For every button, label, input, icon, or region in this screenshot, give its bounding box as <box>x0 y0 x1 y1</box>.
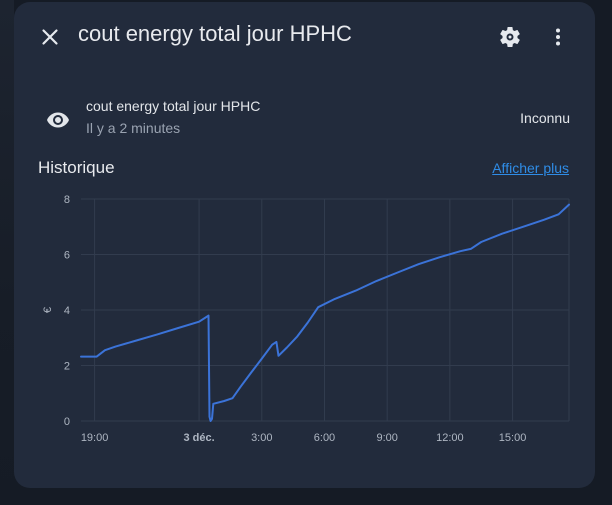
entity-state: Inconnu <box>520 110 570 126</box>
x-tick-label: 12:00 <box>436 432 464 444</box>
x-tick-label: 6:00 <box>314 432 335 444</box>
backdrop-edge <box>0 0 14 505</box>
settings-button[interactable] <box>498 25 522 49</box>
dots-vertical-icon <box>556 28 560 46</box>
history-heading: Historique <box>38 158 115 177</box>
series-line <box>80 203 570 422</box>
entity-name: cout energy total jour HPHC <box>86 98 261 114</box>
x-tick-label: 9:00 <box>376 432 397 444</box>
show-more-link[interactable]: Afficher plus <box>492 160 569 176</box>
eye-icon <box>46 108 70 132</box>
more-info-dialog: cout energy total jour HPHC cout energy … <box>14 2 595 488</box>
x-tick-label: 15:00 <box>499 432 527 444</box>
y-tick-label: 8 <box>64 194 70 206</box>
y-tick-label: 4 <box>64 305 70 317</box>
y-axis-label: € <box>42 307 54 313</box>
x-tick-label: 19:00 <box>81 432 109 444</box>
y-tick-label: 0 <box>64 416 70 428</box>
close-icon <box>42 29 58 45</box>
more-options-button[interactable] <box>546 25 570 49</box>
x-tick-label: 3 déc. <box>183 432 214 444</box>
entity-row: cout energy total jour HPHC Il y a 2 min… <box>14 90 595 146</box>
close-button[interactable] <box>38 25 62 49</box>
dialog-header: cout energy total jour HPHC <box>14 2 595 72</box>
dialog-title: cout energy total jour HPHC <box>78 21 352 46</box>
x-tick-label: 3:00 <box>251 432 272 444</box>
gear-icon <box>500 27 520 47</box>
y-tick-label: 6 <box>64 250 70 262</box>
history-chart[interactable]: 0 2 4 6 8 19:00 3 déc. 3:00 6:00 9:00 12:00 15:00 € <box>14 182 595 452</box>
y-tick-label: 2 <box>64 361 70 373</box>
entity-last-changed: Il y a 2 minutes <box>86 120 181 136</box>
